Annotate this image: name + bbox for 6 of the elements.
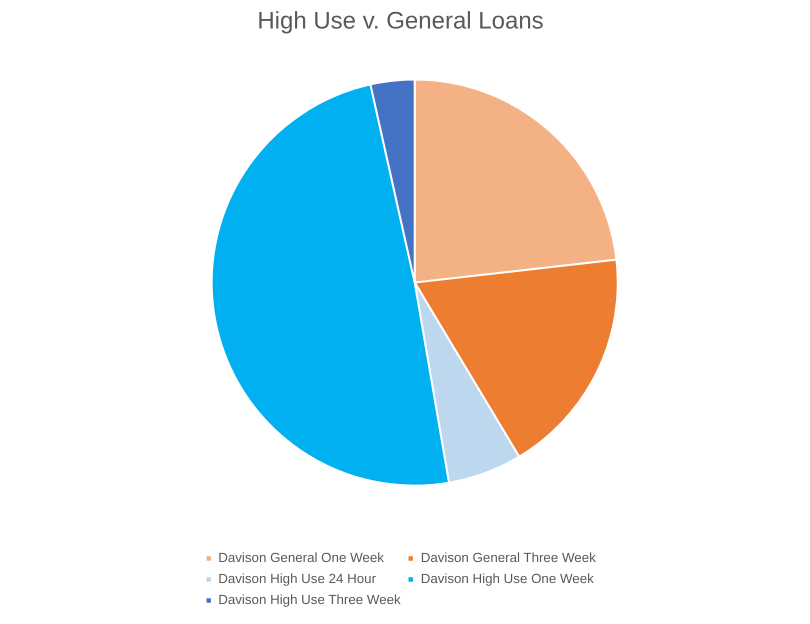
legend-label: Davison General One Week [218,550,384,565]
legend-label: Davison General Three Week [420,550,596,565]
legend-label: Davison High Use One Week [420,571,594,586]
chart-title: High Use v. General Loans [257,8,544,34]
legend-label: Davison High Use 24 Hour [218,571,376,586]
legend-label: Davison High Use Three Week [218,592,401,607]
